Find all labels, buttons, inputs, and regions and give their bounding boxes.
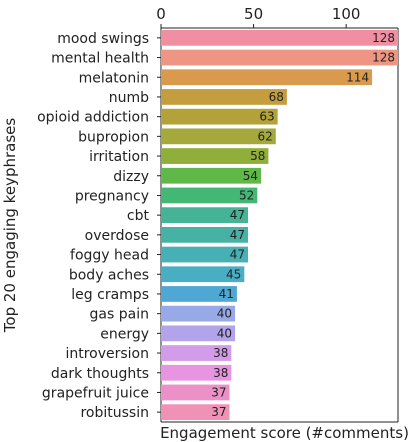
category-label: dark thoughts: [51, 366, 149, 382]
bar-value-label: 41: [219, 287, 234, 301]
bar: [161, 364, 232, 381]
x-tick-label: 50: [244, 5, 263, 23]
category-label: overdose: [85, 228, 149, 244]
x-ticks: 0 50 100: [156, 5, 360, 28]
bar: [161, 148, 269, 164]
bar: [161, 207, 249, 224]
category-label: robitussin: [80, 405, 149, 421]
bar: [161, 89, 287, 105]
category-label: gas pain: [90, 307, 149, 323]
bar: [161, 128, 276, 145]
category-label: grapefruit juice: [42, 385, 149, 401]
bar: [161, 404, 230, 421]
bar: [161, 29, 398, 46]
x-tick-label: 0: [156, 5, 166, 23]
bar: [161, 49, 398, 66]
category-label: pregnancy: [75, 188, 149, 204]
bar-value-label: 54: [243, 169, 258, 183]
bar-value-label: 114: [346, 70, 369, 84]
bars: 1281281146863625854524747474541404038383…: [161, 29, 398, 421]
bar: [161, 226, 249, 243]
bar-value-label: 47: [230, 208, 245, 222]
category-label: body aches: [69, 267, 149, 283]
bar-value-label: 47: [230, 248, 245, 262]
bar: [161, 345, 232, 361]
bar: [161, 69, 373, 86]
bar-value-label: 37: [211, 385, 226, 399]
category-label: leg cramps: [71, 287, 149, 303]
bar-value-label: 38: [213, 346, 228, 360]
category-label: cbt: [127, 208, 150, 224]
bar-value-label: 47: [230, 228, 245, 242]
bar-value-label: 128: [372, 31, 395, 45]
bar-value-label: 40: [217, 326, 232, 340]
axis-layer: [160, 27, 399, 423]
bar: [161, 266, 245, 283]
bar: [161, 246, 249, 263]
category-label: foggy head: [70, 248, 149, 264]
x-tick-label: 100: [332, 5, 361, 23]
bar-value-label: 52: [239, 188, 254, 202]
bar-value-label: 68: [269, 90, 284, 104]
bar: [161, 108, 278, 125]
category-label: mood swings: [57, 31, 149, 47]
bar-value-label: 40: [217, 307, 232, 321]
bar-value-label: 62: [258, 129, 273, 143]
bar-value-label: 63: [259, 110, 274, 124]
bar: [161, 305, 236, 322]
y-axis-label: Top 20 engaging keyphrases: [1, 118, 19, 334]
bar: [161, 325, 236, 342]
category-label: introversion: [65, 346, 149, 362]
bar-value-label: 58: [250, 149, 265, 163]
category-label: mental health: [51, 51, 149, 67]
bar: [161, 167, 261, 184]
bar-value-label: 45: [226, 267, 241, 281]
category-labels: mood swings mental health melatonin numb opi…: [37, 31, 161, 421]
bar-value-label: 37: [211, 405, 226, 419]
bar: [161, 187, 258, 204]
bar-value-label: 38: [213, 366, 228, 380]
category-label: opioid addiction: [37, 110, 149, 126]
category-label: dizzy: [113, 169, 149, 185]
bar: [161, 286, 237, 302]
x-axis-label: Engagement score (#comments): [160, 424, 409, 442]
bar: [161, 384, 230, 401]
category-label: melatonin: [79, 70, 149, 86]
category-label: energy: [100, 326, 149, 342]
category-label: bupropion: [78, 129, 149, 145]
category-label: numb: [109, 90, 149, 106]
category-label: irritation: [89, 149, 149, 165]
bar-value-label: 128: [372, 51, 395, 65]
